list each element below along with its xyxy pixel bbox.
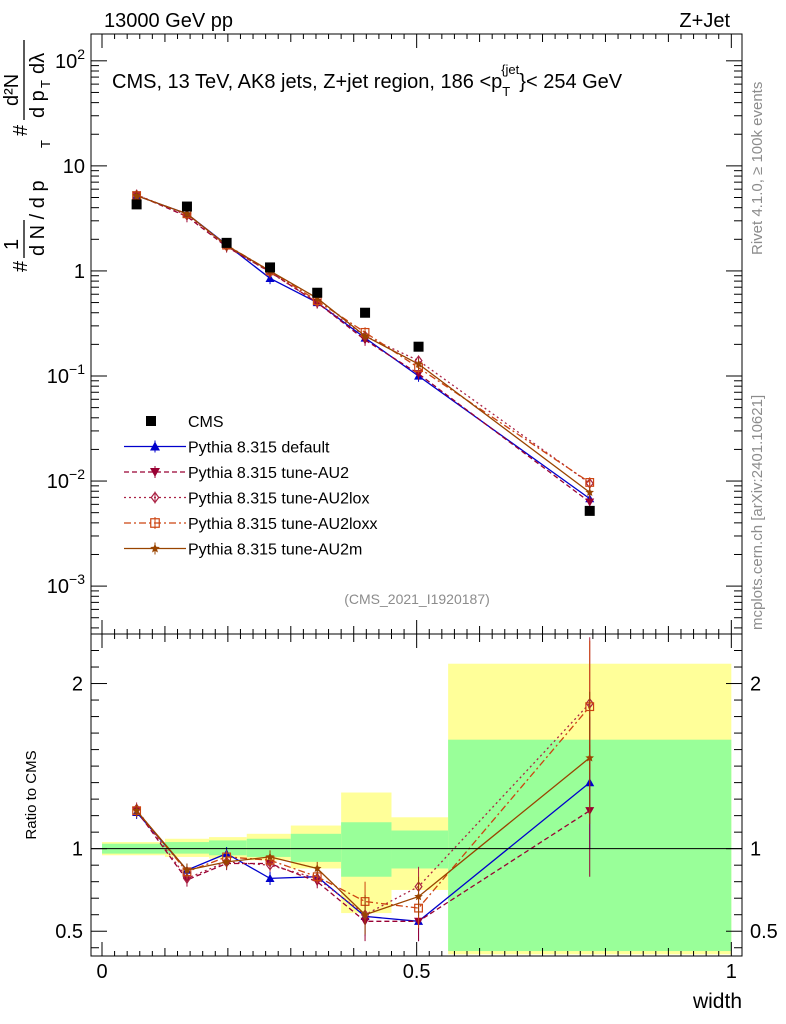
ratio-uncertainty-bands: [102, 663, 732, 955]
ratio-y-tick-label: 0.5: [55, 921, 83, 943]
legend-label: Pythia 8.315 tune-AU2loxx: [188, 516, 377, 533]
ratio-point: [222, 857, 231, 866]
cms-data-point: [413, 341, 424, 352]
series-point: [360, 331, 370, 340]
ratio-y-tick-label: 1: [72, 839, 83, 861]
ratio-point: [132, 806, 141, 815]
x-tick-label: 0: [96, 961, 107, 983]
band-green: [391, 830, 449, 869]
y-tick-label: 10−1: [47, 361, 85, 388]
svg-text:dλ: dλ: [27, 53, 49, 74]
mcplots-label: mcplots.cern.ch [arXiv:2401.10621]: [749, 395, 766, 630]
legend-marker: [146, 416, 156, 426]
x-tick-label: 1: [726, 961, 737, 983]
series-point: [414, 370, 424, 379]
legend-label: Pythia 8.315 tune-AU2m: [188, 542, 362, 559]
svg-text:d²N: d²N: [1, 74, 23, 106]
legend: CMS Pythia 8.315 default Pythia 8.315 tune…: [124, 414, 377, 559]
ratio-line-4: [136, 757, 591, 916]
series-point: [132, 191, 141, 200]
series-point: [585, 487, 594, 496]
legend-marker: [150, 441, 160, 451]
legend-label: Pythia 8.315 tune-AU2lox: [188, 491, 369, 508]
ratio-point: [265, 852, 275, 861]
ratio-point: [312, 864, 322, 873]
ratio-point: [414, 892, 423, 901]
legend-marker: [150, 518, 160, 528]
y-tick-label: 102: [55, 46, 85, 73]
svg-text:T: T: [38, 140, 53, 148]
ratio-series-group: [132, 637, 595, 942]
chart-title: CMS, 13 TeV, AK8 jets, Z+jet region, 186…: [112, 62, 623, 99]
analysis-id: (CMS_2021_I1920187): [344, 591, 490, 607]
series-point: [312, 293, 322, 302]
x-tick-label: 0.5: [403, 961, 431, 983]
svg-text:1: 1: [1, 239, 23, 250]
series-line-1: [136, 194, 591, 503]
legend-label: CMS: [188, 414, 224, 431]
ratio-line-0: [136, 782, 591, 922]
y-tick-label: 10: [63, 156, 85, 178]
header-left: 13000 GeV pp: [104, 10, 233, 32]
main-ylabel: # 1 d N / d p T # d²N d p T dλ: [1, 40, 53, 272]
svg-text:d N / d p: d N / d p: [27, 180, 49, 256]
legend-label: Pythia 8.315 default: [188, 440, 330, 457]
legend-marker: [150, 543, 160, 553]
band-green: [164, 842, 209, 854]
ratio-point: [182, 872, 192, 884]
header-right: Z+Jet: [679, 10, 730, 32]
cms-data-point: [312, 287, 323, 298]
ratio-line-1: [136, 810, 591, 922]
band-green: [208, 840, 247, 856]
legend-label: Pythia 8.315 tune-AU2: [188, 465, 349, 482]
svg-text:#: #: [10, 260, 32, 272]
series-point: [585, 498, 595, 507]
x-axis-label: width: [692, 990, 742, 1013]
cms-data-point: [265, 262, 276, 273]
series-point: [414, 359, 423, 368]
ratio-y-tick-label: 2: [72, 674, 83, 696]
ratio-line-2: [136, 702, 591, 916]
ratio-frame: 0.5 0.5 1 1 2 2 0 0.5 1: [55, 633, 778, 983]
svg-text:d p: d p: [27, 90, 49, 118]
ratio-point: [360, 910, 370, 919]
y-tick-label: 10−2: [47, 466, 85, 493]
rivet-label: Rivet 4.1.0, ≥ 100k events: [749, 82, 766, 255]
cms-data-point: [221, 237, 232, 248]
ratio-point: [585, 753, 594, 762]
band-green: [290, 833, 342, 862]
y-tick-label: 1: [74, 261, 85, 283]
main-series-group: [131, 189, 595, 516]
cms-data-point: [584, 505, 595, 516]
ratio-ylabel: Ratio to CMS: [23, 750, 40, 839]
ratio-y-tick-label-right: 2: [750, 674, 761, 696]
legend-marker: [150, 491, 160, 504]
cms-data-point: [181, 201, 192, 212]
series-point: [585, 478, 595, 487]
series-point: [182, 209, 192, 218]
band-green: [341, 822, 392, 877]
band-green: [246, 838, 291, 857]
svg-text:#: #: [10, 124, 32, 136]
cms-data-point: [131, 199, 142, 210]
main-frame: 10−3 10−2 10−1 1 10 102: [47, 33, 743, 635]
legend-marker: [150, 468, 160, 477]
ratio-y-tick-label-right: 1: [750, 839, 761, 861]
svg-text:T: T: [38, 80, 53, 88]
ratio-point: [265, 873, 275, 882]
y-tick-label: 10−3: [47, 571, 85, 598]
series-line-4: [136, 195, 591, 493]
cms-data-point: [360, 307, 371, 318]
ratio-y-tick-label-right: 0.5: [750, 921, 778, 943]
ratio-point: [182, 865, 192, 874]
